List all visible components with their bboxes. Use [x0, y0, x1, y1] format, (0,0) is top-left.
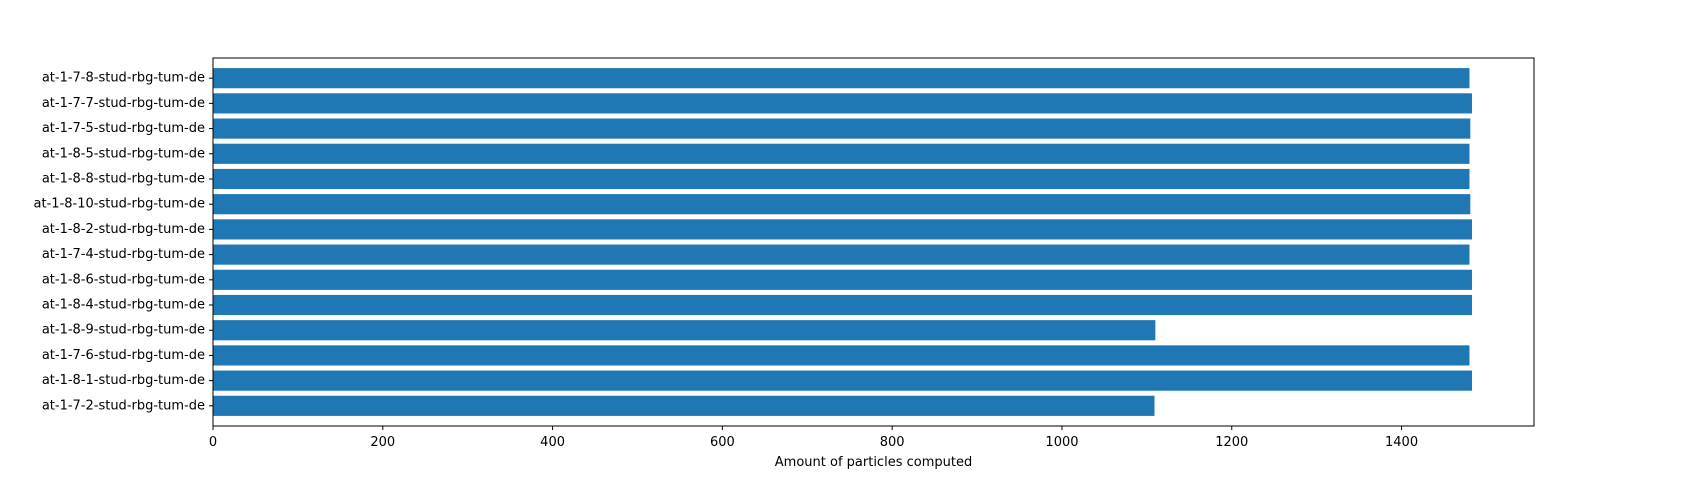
- bars-layer: [213, 68, 1473, 416]
- bar: [213, 93, 1473, 114]
- y-tick-label: at-1-8-8-stud-rbg-tum-de: [42, 171, 205, 186]
- y-tick-label: at-1-7-7-stud-rbg-tum-de: [42, 96, 205, 111]
- y-tick-label: at-1-8-4-stud-rbg-tum-de: [42, 298, 205, 313]
- y-tick-label: at-1-7-6-stud-rbg-tum-de: [42, 348, 205, 363]
- y-tick-label: at-1-8-5-stud-rbg-tum-de: [42, 146, 205, 161]
- bar: [213, 194, 1471, 215]
- y-axis: at-1-7-8-stud-rbg-tum-de at-1-7-7-stud-rb…: [34, 71, 213, 413]
- x-tick-label: 1400: [1385, 435, 1418, 450]
- bar: [213, 143, 1470, 164]
- y-tick-label: at-1-8-2-stud-rbg-tum-de: [42, 222, 205, 237]
- x-tick-label: 200: [370, 435, 395, 450]
- plot-frame: [212, 57, 1535, 427]
- bar: [213, 244, 1470, 265]
- y-tick-label: at-1-7-8-stud-rbg-tum-de: [42, 71, 205, 86]
- x-tick-label: 800: [880, 435, 905, 450]
- bar: [213, 269, 1473, 290]
- y-tick-label: at-1-7-4-stud-rbg-tum-de: [42, 247, 205, 262]
- bar: [213, 395, 1155, 416]
- y-tick-label: at-1-8-9-stud-rbg-tum-de: [42, 323, 205, 338]
- x-tick-label: 0: [209, 435, 217, 450]
- y-tick-label: at-1-8-6-stud-rbg-tum-de: [42, 272, 205, 287]
- bar: [213, 219, 1473, 240]
- bar: [213, 320, 1156, 341]
- bar: [213, 294, 1473, 316]
- x-tick-label: 400: [540, 435, 565, 450]
- x-tick-label: 1000: [1045, 435, 1078, 450]
- x-tick-label: 600: [710, 435, 735, 450]
- bar: [213, 68, 1470, 89]
- x-tick-label: 1200: [1215, 435, 1248, 450]
- y-tick-label: at-1-8-1-stud-rbg-tum-de: [42, 373, 205, 388]
- x-axis-label: Amount of particles computed: [775, 455, 972, 470]
- y-tick-label: at-1-8-10-stud-rbg-tum-de: [34, 197, 205, 212]
- bar: [213, 345, 1470, 366]
- bar: [213, 370, 1473, 391]
- bar: [213, 118, 1471, 139]
- y-tick-label: at-1-7-5-stud-rbg-tum-de: [42, 121, 205, 136]
- x-axis: 0 200 400 600 800 1000 1200 1400: [209, 426, 1418, 450]
- y-tick-label: at-1-7-2-stud-rbg-tum-de: [42, 398, 205, 413]
- bar: [213, 168, 1470, 190]
